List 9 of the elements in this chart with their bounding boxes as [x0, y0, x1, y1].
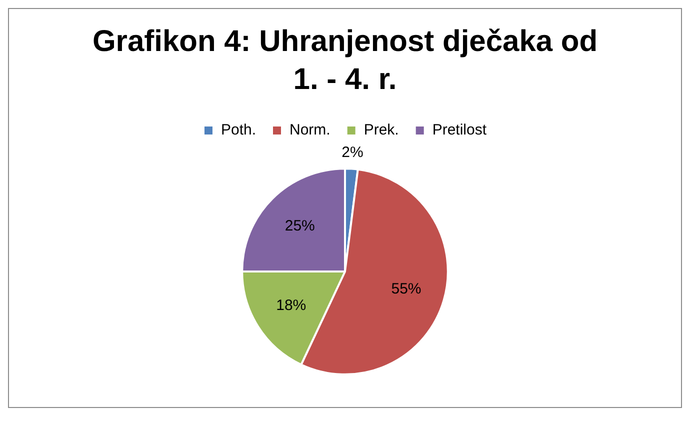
data-label: 55%	[391, 280, 422, 298]
data-label: 18%	[276, 296, 306, 314]
legend-label: Prek.	[364, 122, 399, 139]
chart-title: Grafikon 4: Uhranjenost dječaka od 1. - 4. r.	[91, 24, 599, 98]
data-label: 2%	[342, 144, 364, 161]
legend-label: Pretilost	[432, 122, 488, 139]
data-label: 25%	[284, 218, 315, 235]
legend-label: Norm.	[290, 122, 330, 139]
legend-label: Poth.	[220, 122, 256, 139]
